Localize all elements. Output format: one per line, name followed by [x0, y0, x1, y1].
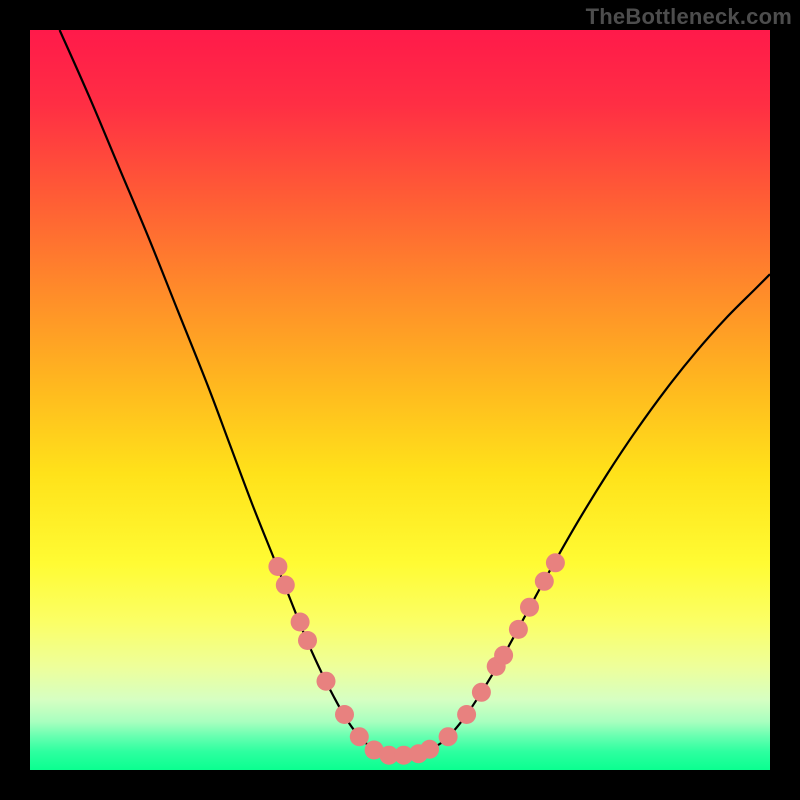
data-marker	[535, 572, 554, 591]
data-marker	[509, 620, 528, 639]
data-marker	[420, 740, 439, 759]
bottleneck-chart: TheBottleneck.com	[0, 0, 800, 800]
data-marker	[276, 576, 295, 595]
data-marker	[298, 631, 317, 650]
data-marker	[457, 705, 476, 724]
data-marker	[520, 598, 539, 617]
data-marker	[472, 683, 491, 702]
data-marker	[317, 672, 336, 691]
watermark-text: TheBottleneck.com	[586, 4, 792, 30]
data-marker	[268, 557, 287, 576]
data-marker	[291, 613, 310, 632]
data-marker	[439, 727, 458, 746]
chart-svg	[0, 0, 800, 800]
data-marker	[494, 646, 513, 665]
data-marker	[546, 553, 565, 572]
data-marker	[335, 705, 354, 724]
data-marker	[350, 727, 369, 746]
